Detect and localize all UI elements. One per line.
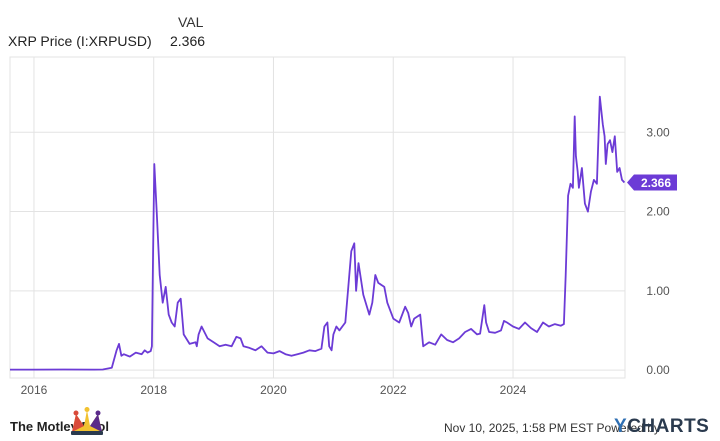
series-line [10,95,626,371]
plot-border [9,56,626,379]
x-axis-ticks: 2016 2018 2020 2022 2024 [21,383,527,397]
ycharts-y-icon: Y [614,416,628,437]
last-value-label: 2.366 [627,174,677,191]
last-value-text: 2.366 [641,176,671,190]
y-tick-label: 0.00 [646,363,670,377]
footer-timestamp: Nov 10, 2025, 1:58 PM EST Powered by [444,421,660,435]
legend-series-value: 2.366 [170,33,206,49]
timestamp-text: Nov 10, 2025, 1:58 PM EST [444,421,594,435]
x-tick-label: 2020 [260,383,287,397]
last-value-badge [627,174,677,191]
chart-grid [9,56,626,379]
x-tick-label: 2024 [500,383,527,397]
x-tick-label: 2016 [21,383,48,397]
x-tick-label: 2018 [140,383,167,397]
legend-header: VAL [178,14,204,30]
y-tick-label: 1.00 [646,284,670,298]
y-axis-ticks: 0.00 1.00 2.00 3.00 [646,125,670,377]
y-tick-label: 3.00 [646,125,670,139]
y-tick-label: 2.00 [646,205,670,219]
x-tick-label: 2022 [380,383,407,397]
jester-hat-icon [71,407,103,435]
ycharts-logo: YCHARTS [614,416,709,438]
ycharts-wordmark: CHARTS [627,416,710,437]
legend-series-name: XRP Price (I:XRPUSD) [8,33,152,49]
powered-by-text: Powered by [596,421,660,435]
chart-series [10,95,626,371]
